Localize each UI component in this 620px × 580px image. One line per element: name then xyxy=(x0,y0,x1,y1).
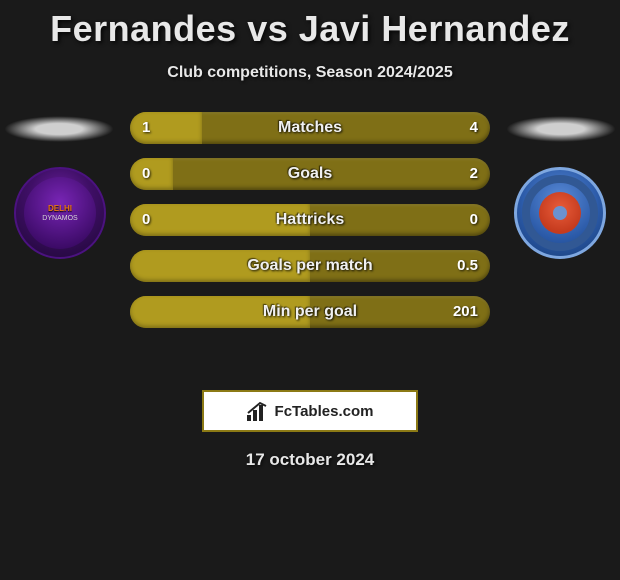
club-badge-left-line1: DELHI xyxy=(48,205,72,213)
stat-row-label: Matches xyxy=(130,119,490,137)
stats-area: DELHI DYNAMOS Matches14Goals02Hattricks0… xyxy=(0,112,620,372)
stat-row-value-right: 4 xyxy=(470,112,478,144)
brand-text: FcTables.com xyxy=(275,403,374,420)
stat-row-label: Min per goal xyxy=(130,303,490,321)
club-badge-right xyxy=(514,167,606,259)
stat-row: Hattricks0 0 xyxy=(130,204,490,236)
club-badge-right-dot xyxy=(553,206,567,220)
brand-box[interactable]: FcTables.com xyxy=(202,390,418,432)
stat-row-label: Goals per match xyxy=(130,257,490,275)
stat-row-value-left: 0 xyxy=(142,204,150,236)
stat-row: Matches1 4 xyxy=(130,112,490,144)
stat-row-label: Hattricks xyxy=(130,211,490,229)
chart-icon xyxy=(247,401,269,421)
stat-row-value-right: 0.5 xyxy=(457,250,478,282)
club-badge-left-line2: DYNAMOS xyxy=(42,215,77,222)
stat-row: Goals per match0.5 xyxy=(130,250,490,282)
date-text: 17 october 2024 xyxy=(0,450,620,470)
stat-row: Goals0 2 xyxy=(130,158,490,190)
stat-row-label: Goals xyxy=(130,165,490,183)
subtitle: Club competitions, Season 2024/2025 xyxy=(0,64,620,82)
stat-row-value-left: 0 xyxy=(142,158,150,190)
player-shadow-left xyxy=(4,116,114,142)
stat-row-value-right: 2 xyxy=(470,158,478,190)
page-title: Fernandes vs Javi Hernandez xyxy=(0,0,620,50)
player-shadow-right xyxy=(506,116,616,142)
stat-row: Min per goal201 xyxy=(130,296,490,328)
stat-row-value-right: 0 xyxy=(470,204,478,236)
stat-row-value-left: 1 xyxy=(142,112,150,144)
club-badge-left-inner: DELHI DYNAMOS xyxy=(24,177,96,249)
club-badge-left: DELHI DYNAMOS xyxy=(14,167,106,259)
club-badge-right-center xyxy=(539,192,581,234)
stat-row-value-right: 201 xyxy=(453,296,478,328)
comparison-card: Fernandes vs Javi Hernandez Club competi… xyxy=(0,0,620,580)
stat-bars: Matches14Goals02Hattricks00Goals per mat… xyxy=(130,112,490,342)
